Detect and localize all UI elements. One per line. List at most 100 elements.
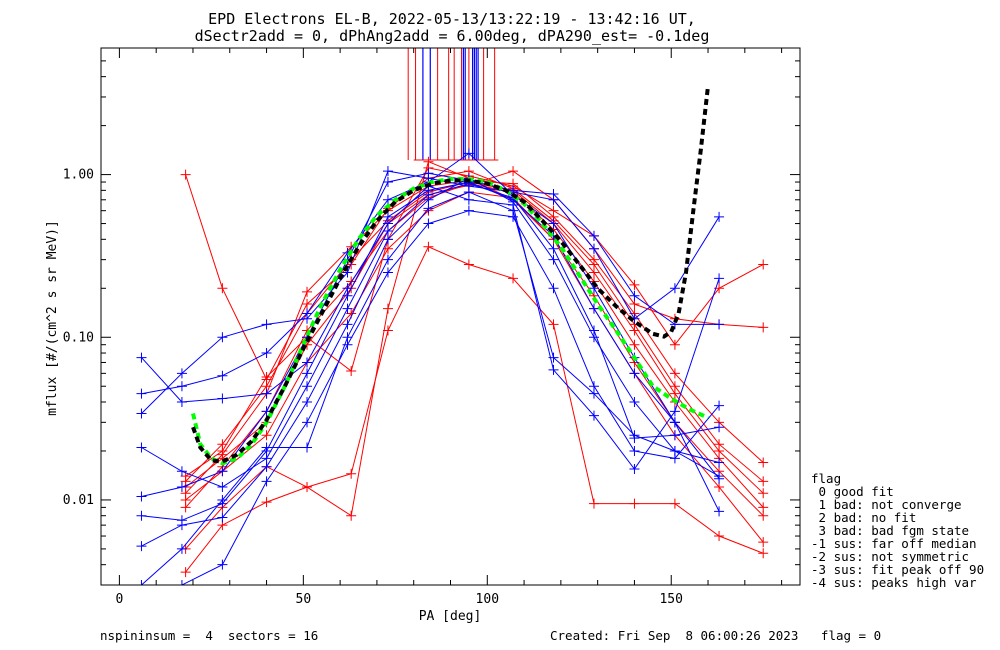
data-point-marker [758, 476, 769, 487]
data-point-marker [261, 388, 272, 399]
data-point-marker [548, 205, 559, 216]
data-point-marker [588, 303, 599, 314]
data-point-marker [588, 243, 599, 254]
data-point-marker [302, 442, 313, 453]
series-blue-12 [136, 177, 725, 526]
footer-right: Created: Fri Sep 8 06:00:26 2023 flag = … [550, 628, 881, 643]
data-point-marker [382, 194, 393, 205]
data-point-marker [758, 259, 769, 270]
data-point-marker [136, 388, 147, 399]
data-point-marker [302, 357, 313, 368]
legend-entry: -4 sus: peaks high var [811, 575, 977, 590]
x-axis-label: PA [deg] [419, 609, 482, 624]
data-point-marker [217, 559, 228, 570]
data-point-marker [176, 520, 187, 531]
data-point-marker [669, 283, 680, 294]
y-tick-label: 0.10 [63, 330, 94, 345]
series-line [185, 191, 764, 517]
data-point-marker [217, 370, 228, 381]
data-point-marker [180, 567, 191, 578]
x-tick-label: 50 [296, 592, 312, 607]
data-point-marker [261, 453, 272, 464]
data-point-marker [548, 283, 559, 294]
data-point-marker [217, 332, 228, 343]
data-point-marker [463, 148, 474, 159]
vertical-lines [407, 48, 499, 161]
data-point-marker [342, 283, 353, 294]
series-line [141, 181, 720, 521]
data-point-marker [382, 243, 393, 254]
data-point-marker [382, 254, 393, 265]
data-point-marker [714, 457, 725, 468]
data-point-marker [588, 259, 599, 270]
data-point-marker [217, 283, 228, 294]
chart-subtitle: dSectr2add = 0, dPhAng2add = 6.00deg, dP… [195, 27, 710, 45]
data-point-marker [714, 506, 725, 517]
data-point-marker [508, 166, 519, 177]
data-point-marker [423, 203, 434, 214]
series-blue-16 [136, 178, 725, 493]
series-line [181, 210, 720, 585]
data-point-marker [136, 609, 146, 619]
data-point-marker [669, 339, 680, 350]
data-point-marker [669, 406, 680, 417]
data-point-marker [346, 468, 357, 479]
legend-entry: 1 bad: not converge [811, 497, 962, 512]
data-point-marker [261, 371, 272, 382]
series-layer [136, 148, 769, 619]
data-point-marker [423, 241, 434, 252]
data-point-marker [629, 445, 640, 456]
data-point-marker [136, 408, 147, 419]
data-point-marker [548, 243, 559, 254]
data-point-marker [548, 218, 559, 229]
footer-left: nspininsum = 4 sectors = 16 [100, 628, 318, 643]
data-point-marker [669, 417, 680, 428]
plot-area [136, 48, 769, 619]
data-point-marker [714, 531, 725, 542]
data-point-marker [217, 494, 228, 505]
data-point-marker [758, 488, 769, 499]
data-point-marker [136, 491, 147, 502]
legend: flag 0 good fit 1 bad: not converge 2 ba… [811, 471, 984, 590]
series-red-3 [180, 166, 769, 487]
data-point-marker [758, 457, 769, 468]
data-point-marker [714, 400, 725, 411]
data-point-marker [176, 482, 187, 493]
data-point-marker [588, 230, 599, 241]
data-point-marker [588, 498, 599, 509]
legend-title: flag [811, 471, 841, 486]
y-axis: 0.01 0.10 1.00 [63, 47, 800, 586]
data-point-marker [463, 194, 474, 205]
x-tick-label: 100 [476, 592, 499, 607]
data-point-marker [176, 580, 187, 585]
chart-title: EPD Electrons EL-B, 2022-05-13/13:22:19 … [208, 10, 696, 28]
data-point-marker [382, 177, 393, 188]
legend-entry: 2 bad: no fit [811, 510, 916, 525]
data-point-marker [217, 482, 228, 493]
data-point-marker [302, 368, 313, 379]
series-red-8 [180, 187, 769, 521]
series-blue-17 [136, 205, 725, 619]
data-point-marker [758, 537, 769, 548]
data-point-marker [629, 339, 640, 350]
x-axis: 0 50 100 150 [115, 48, 783, 607]
data-point-marker [342, 319, 353, 330]
data-point-marker [588, 325, 599, 336]
series-line [185, 181, 764, 494]
data-point-marker [714, 439, 725, 450]
data-point-marker [180, 169, 191, 180]
data-point-marker [588, 381, 599, 392]
data-point-marker [548, 254, 559, 265]
data-point-marker [382, 226, 393, 237]
data-point-marker [629, 290, 640, 301]
data-point-marker [342, 303, 353, 314]
data-point-marker [346, 366, 357, 377]
data-point-marker [629, 279, 640, 290]
data-point-marker [302, 299, 313, 310]
data-point-marker [629, 433, 640, 444]
fit-layer [191, 85, 710, 466]
y-tick-label: 1.00 [63, 168, 94, 183]
data-point-marker [669, 430, 680, 441]
data-point-marker [346, 510, 357, 521]
data-point-marker [136, 580, 147, 585]
